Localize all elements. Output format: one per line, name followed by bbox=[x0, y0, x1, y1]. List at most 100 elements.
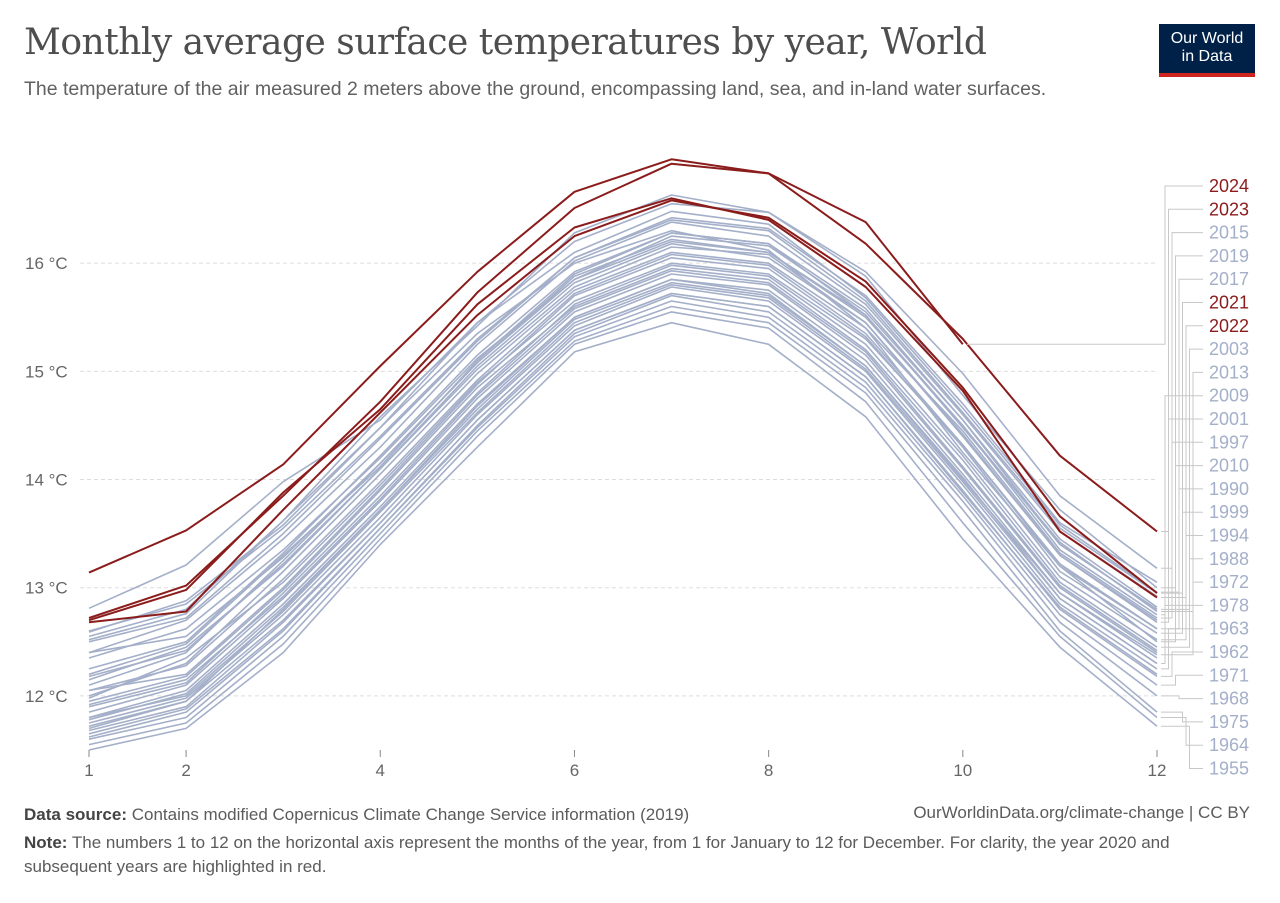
y-tick-label: 16 °C bbox=[25, 254, 68, 273]
legend-label-2001: 2001 bbox=[1209, 409, 1249, 429]
x-tick-label: 4 bbox=[376, 761, 385, 780]
background-series-line bbox=[88, 270, 1158, 706]
legend-connector-1988 bbox=[1161, 558, 1203, 648]
legend: 2024 2023 2015 2019 2017 2021 2022 2003 2013 2009… bbox=[966, 176, 1249, 779]
legend-label-1999: 1999 bbox=[1209, 502, 1249, 522]
series-line-1955 bbox=[88, 321, 1158, 751]
legend-label-2019: 2019 bbox=[1209, 246, 1249, 266]
legend-label-2013: 2013 bbox=[1209, 362, 1249, 382]
legend-connector-2017 bbox=[1161, 278, 1203, 593]
legend-connector-1978 bbox=[1161, 604, 1203, 664]
series-line-1971 bbox=[88, 294, 1158, 735]
x-tick-label: 6 bbox=[570, 761, 579, 780]
legend-label-2015: 2015 bbox=[1209, 223, 1249, 243]
y-tick-label: 13 °C bbox=[25, 579, 68, 598]
legend-connector-2022 bbox=[1161, 325, 1203, 598]
legend-label-1997: 1997 bbox=[1209, 432, 1249, 452]
legend-connector-2013 bbox=[1161, 371, 1203, 612]
background-series-line bbox=[88, 219, 1158, 632]
legend-label-1963: 1963 bbox=[1209, 619, 1249, 639]
chart-subtitle: The temperature of the air measured 2 me… bbox=[24, 78, 1047, 100]
legend-label-1968: 1968 bbox=[1209, 689, 1249, 709]
legend-connector-2015 bbox=[1161, 232, 1203, 569]
background-series-line bbox=[88, 278, 1158, 721]
series-line-1968 bbox=[88, 300, 1158, 738]
series-line-1963 bbox=[88, 286, 1158, 724]
legend-connector-1971 bbox=[1161, 674, 1203, 686]
series-line-1999 bbox=[88, 257, 1158, 692]
data-source-label: Data source: bbox=[24, 805, 127, 824]
y-tick-label: 15 °C bbox=[25, 362, 68, 381]
series-line-1972 bbox=[88, 281, 1158, 730]
series-line-2017 bbox=[88, 210, 1158, 610]
credit-link[interactable]: OurWorldinData.org/climate-change | CC B… bbox=[913, 803, 1250, 822]
note-label: Note: bbox=[24, 833, 68, 852]
chart-title: Monthly average surface temperatures by … bbox=[24, 22, 987, 63]
x-tick-label: 1 bbox=[84, 761, 93, 780]
legend-label-2003: 2003 bbox=[1209, 339, 1249, 359]
legend-connector-1962 bbox=[1161, 651, 1203, 677]
data-source: Data source: Contains modified Copernicu… bbox=[24, 803, 689, 827]
series-line-2009 bbox=[88, 232, 1158, 676]
x-tick-label: 8 bbox=[764, 761, 773, 780]
muted-series bbox=[88, 194, 1158, 751]
series-line-2022 bbox=[88, 197, 1158, 622]
series-line-1990 bbox=[88, 262, 1158, 699]
chart-note: Note: The numbers 1 to 12 on the horizon… bbox=[24, 831, 1234, 879]
series-line-1994 bbox=[88, 264, 1158, 708]
legend-connector-1997 bbox=[1161, 441, 1203, 619]
logo-accent-bar bbox=[1159, 73, 1255, 77]
legend-connector-1964 bbox=[1161, 717, 1203, 746]
series-line-1997 bbox=[88, 251, 1158, 697]
legend-label-1990: 1990 bbox=[1209, 479, 1249, 499]
legend-label-2021: 2021 bbox=[1209, 293, 1249, 313]
legend-connector-1972 bbox=[1161, 581, 1203, 656]
legend-connector-1968 bbox=[1161, 695, 1203, 700]
data-source-text: Contains modified Copernicus Climate Cha… bbox=[131, 805, 690, 824]
background-series-line bbox=[88, 242, 1158, 681]
series-line-2015 bbox=[88, 202, 1158, 633]
series-line-1978 bbox=[88, 278, 1158, 719]
legend-connector-1955 bbox=[1161, 725, 1203, 769]
legend-label-2024: 2024 bbox=[1209, 176, 1249, 196]
series-line-1988 bbox=[88, 267, 1158, 703]
background-series-line bbox=[88, 221, 1158, 654]
owid-logo[interactable]: Our World in Data bbox=[1159, 24, 1255, 77]
legend-label-2009: 2009 bbox=[1209, 386, 1249, 406]
series-line-2023 bbox=[88, 162, 1158, 619]
y-tick-label: 12 °C bbox=[25, 687, 68, 706]
legend-label-1971: 1971 bbox=[1209, 665, 1249, 685]
series-line-1964 bbox=[88, 311, 1158, 746]
legend-connector-1994 bbox=[1161, 535, 1203, 641]
legend-label-1972: 1972 bbox=[1209, 572, 1249, 592]
note-text: The numbers 1 to 12 on the horizontal ax… bbox=[24, 833, 1170, 876]
highlighted-series bbox=[88, 158, 1158, 624]
legend-label-2022: 2022 bbox=[1209, 316, 1249, 336]
logo-line-1: Our World bbox=[1170, 30, 1244, 47]
x-tick-label: 2 bbox=[181, 761, 190, 780]
series-line-2024 bbox=[88, 158, 964, 574]
axis-labels: 12 °C13 °C14 °C15 °C16 °C1 2 4 6 8 10 12 bbox=[25, 254, 1166, 780]
legend-label-1962: 1962 bbox=[1209, 642, 1249, 662]
legend-label-2023: 2023 bbox=[1209, 199, 1249, 219]
logo-line-2: in Data bbox=[1181, 48, 1233, 65]
legend-label-1978: 1978 bbox=[1209, 595, 1249, 615]
legend-label-2010: 2010 bbox=[1209, 456, 1249, 476]
legend-connector-1963 bbox=[1161, 628, 1203, 670]
legend-label-2017: 2017 bbox=[1209, 269, 1249, 289]
legend-label-1994: 1994 bbox=[1209, 526, 1249, 546]
series-line-2010 bbox=[88, 229, 1158, 643]
legend-label-1955: 1955 bbox=[1209, 759, 1249, 779]
background-series-line bbox=[88, 216, 1158, 643]
legend-label-1964: 1964 bbox=[1209, 735, 1249, 755]
series-line-2001 bbox=[88, 246, 1158, 678]
legend-connector-2024 bbox=[966, 185, 1203, 345]
legend-connector-1999 bbox=[1161, 511, 1203, 634]
series-line-1975 bbox=[88, 305, 1158, 740]
legend-connector-2009 bbox=[1161, 395, 1203, 616]
legend-label-1988: 1988 bbox=[1209, 549, 1249, 569]
background-series-line bbox=[88, 273, 1158, 713]
legend-label-1975: 1975 bbox=[1209, 712, 1249, 732]
series-line-2021 bbox=[88, 199, 1158, 624]
